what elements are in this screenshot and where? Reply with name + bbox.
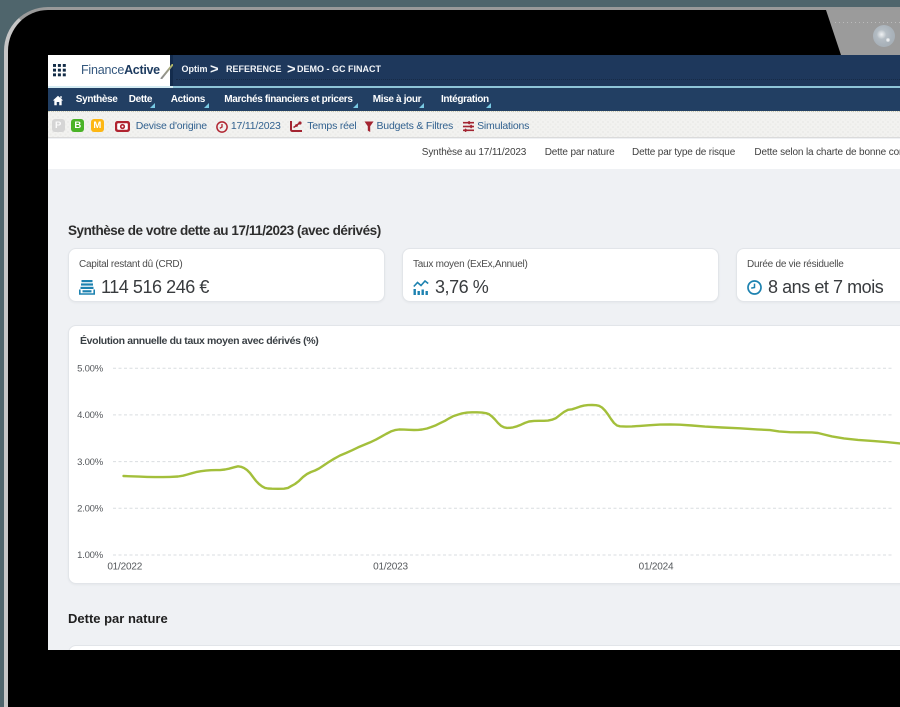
svg-text:2.00%: 2.00% [77, 504, 104, 515]
svg-text:5.00%: 5.00% [77, 363, 104, 374]
svg-text:01/2023: 01/2023 [373, 562, 408, 573]
svg-text:01/2022: 01/2022 [107, 562, 142, 573]
svg-text:01/2024: 01/2024 [639, 562, 674, 573]
svg-text:3.00%: 3.00% [77, 457, 104, 468]
svg-text:1.00%: 1.00% [77, 550, 104, 561]
svg-text:4.00%: 4.00% [77, 410, 104, 421]
